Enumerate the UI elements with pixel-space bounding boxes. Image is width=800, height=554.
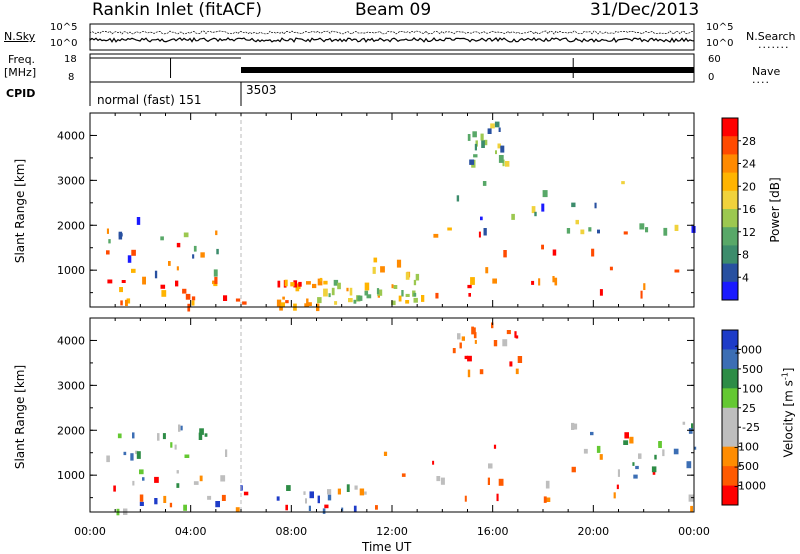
velocity-colorbar-segment: [722, 407, 738, 428]
velocity-colorbar-tick-label-7: -1000: [734, 480, 766, 493]
nsky-label: N.Sky: [4, 30, 36, 43]
power-region-3: [317, 277, 380, 305]
nsearch-dots: ·······: [758, 41, 790, 54]
nave-tick-top: 60: [708, 54, 721, 65]
freq-label: Freq.: [8, 53, 36, 66]
velocity-ytick-label-0: 1000: [57, 469, 85, 482]
cpid-label: CPID: [6, 87, 36, 100]
power-ytick-label-2: 3000: [57, 174, 85, 187]
power-colorbar-tick-label-6: 4: [742, 271, 749, 284]
power-region-1: [106, 217, 219, 279]
noise-sky-trace: [89, 37, 695, 44]
nsky-tick-top: 10^5: [50, 22, 78, 33]
velocity-ytick-label-3: 4000: [57, 334, 85, 347]
velocity-colorbar-segment: [722, 368, 738, 389]
x-tick-label-5: 20:00: [577, 525, 609, 538]
velocity-region-2: [276, 484, 378, 514]
power-colorbar-segment: [722, 190, 738, 210]
cpid-segment-2: 3503: [246, 83, 277, 97]
freq-unit-label: [MHz]: [4, 66, 37, 79]
power-colorbar-segment: [722, 136, 738, 155]
power-colorbar-segment: [722, 227, 738, 246]
x-tick-label-6: 00:00: [678, 525, 710, 538]
noise-panel-frame: [89, 23, 695, 51]
power-colorbar-segment: [722, 209, 738, 228]
x-tick-label-2: 08:00: [275, 525, 307, 538]
velocity-region-5: [452, 322, 523, 378]
nsearch-tick-bottom: 10^0: [706, 38, 734, 49]
power-panel-frame: [89, 112, 695, 308]
velocity-colorbar-tick-label-1: 500: [742, 363, 763, 376]
velocity-colorbar-segment: [722, 485, 738, 506]
freq-tick-bottom: 8: [68, 72, 75, 83]
velocity-colorbar-tick-label-3: 25: [742, 402, 756, 415]
power-colorbar-tick-label-2: 20: [742, 180, 756, 193]
power-region-0: [107, 276, 247, 312]
power-colorbar-segment: [722, 172, 738, 192]
power-colorbar-tick-label-5: 8: [742, 249, 749, 262]
x-tick-label-0: 00:00: [74, 525, 106, 538]
power-region-7: [467, 121, 510, 168]
velocity-ytick-label-1: 2000: [57, 424, 85, 437]
power-ytick-label-0: 1000: [57, 264, 85, 277]
power-colorbar-segment: [722, 263, 738, 283]
x-tick-label-1: 04:00: [175, 525, 207, 538]
velocity-colorbar-segment: [722, 466, 738, 487]
date-title: 31/Dec/2013: [590, 0, 700, 20]
nave-tick-bottom: 0: [708, 72, 715, 83]
power-region-2: [276, 279, 320, 312]
velocity-region-3: [383, 432, 694, 513]
power-colorbar-segment: [722, 154, 738, 174]
velocity-colorbar-frame: [721, 329, 739, 506]
velocity-region-0: [106, 424, 228, 482]
velocity-colorbar-tick-label-4: -25: [742, 421, 760, 434]
power-region-5: [421, 227, 680, 302]
velocity-colorbar-tick-label-6: -500: [734, 460, 759, 473]
x-tick-label-4: 16:00: [477, 525, 509, 538]
power-colorbar-segment: [722, 118, 738, 137]
velocity-colorbar-tick-label-2: 100: [742, 382, 763, 395]
velocity-colorbar-tick-label-0: 1000: [734, 343, 762, 356]
nave-label: Nave: [752, 65, 781, 78]
beam-title: Beam 09: [355, 0, 432, 20]
power-region-6: [456, 181, 696, 236]
velocity-colorbar-segment: [722, 388, 738, 409]
nsearch-label: N.Search: [746, 30, 796, 43]
power-colorbar-tick-label-3: 16: [742, 203, 756, 216]
power-colorbar-segment: [722, 245, 738, 265]
cpid-segment-1: normal (fast) 151: [97, 93, 202, 107]
velocity-region-4: [571, 421, 697, 479]
velocity-colorbar-tick-label-5: -100: [734, 441, 759, 454]
power-colorbar-tick-label-4: 12: [742, 226, 756, 239]
velocity-colorbar-segment: [722, 446, 738, 467]
noise-search-trace: [89, 30, 695, 35]
velocity-panel-frame: [89, 317, 695, 513]
power-region-4: [372, 257, 420, 306]
nsky-tick-bottom: 10^0: [50, 38, 78, 49]
power-ytick-label-1: 2000: [57, 219, 85, 232]
nave-trace: [241, 67, 694, 73]
velocity-region-1: [113, 475, 249, 516]
power-colorbar-tick-label-1: 24: [742, 158, 756, 171]
power-colorbar-segment: [722, 281, 738, 301]
power-colorbar-tick-label-0: 28: [742, 135, 756, 148]
velocity-colorbar-segment: [722, 427, 738, 448]
nsearch-tick-top: 10^5: [706, 22, 734, 33]
nave-dots: ····: [752, 76, 770, 89]
power-ytick-label-3: 4000: [57, 129, 85, 142]
velocity-colorbar-segment: [722, 349, 738, 370]
x-tick-label-3: 12:00: [376, 525, 408, 538]
x-axis-label: Time UT: [362, 540, 412, 554]
station-title: Rankin Inlet (fitACF): [92, 0, 263, 20]
freq-tick-top: 18: [64, 54, 77, 65]
velocity-ytick-label-2: 3000: [57, 379, 85, 392]
velocity-colorbar-segment: [722, 330, 738, 350]
